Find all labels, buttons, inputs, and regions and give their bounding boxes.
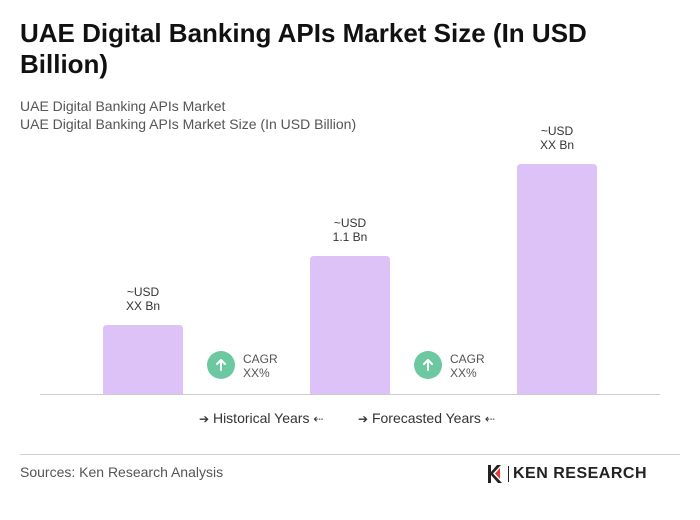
ken-research-logo: KEN RESEARCH [486,463,647,485]
footer-divider [20,454,680,455]
legend-forecast-label: Forecasted Years [371,410,481,426]
legend-historical-label: Historical Years [212,410,310,426]
legend-forecast: ➔ Forecasted Years ⇠ [358,409,495,428]
bar-2 [310,256,390,394]
legend-historical: ➔ Historical Years ⇠ [199,409,323,428]
source-note: Sources: Ken Research Analysis [20,464,224,480]
chart-subtitle-size: UAE Digital Banking APIs Market Size (In… [20,116,357,132]
bar-3 [517,164,597,394]
bar-2-value-label: 1.1 Bn [333,230,368,244]
bar-1 [103,325,183,394]
chart-title: UAE Digital Banking APIs Market Size (In… [20,18,587,79]
chart-subtitle-market: UAE Digital Banking APIs Market [20,98,226,114]
cagr-1-label: CAGR [243,352,278,366]
arrow-right-icon: ➔ [199,412,210,426]
bar-1-value-label: ~USD [127,285,160,299]
cagr-2-label: XX% [450,366,477,380]
arrow-up-icon [423,359,433,371]
bar-1-value-label: XX Bn [126,299,160,313]
logo-separator [508,466,509,482]
ken-research-logo-text: KEN RESEARCH [513,465,648,482]
arrow-up-icon [216,359,226,371]
ken-research-logo-icon [488,465,502,483]
arrow-left-icon: ⇠ [484,412,495,426]
bar-3-value-label: XX Bn [540,138,574,152]
arrow-right-icon: ➔ [358,412,369,426]
bar-2-value-label: ~USD [334,216,367,230]
arrow-left-icon: ⇠ [313,412,324,426]
cagr-1-label: XX% [243,366,270,380]
bar-3-value-label: ~USD [541,124,574,138]
cagr-2-label: CAGR [450,352,485,366]
